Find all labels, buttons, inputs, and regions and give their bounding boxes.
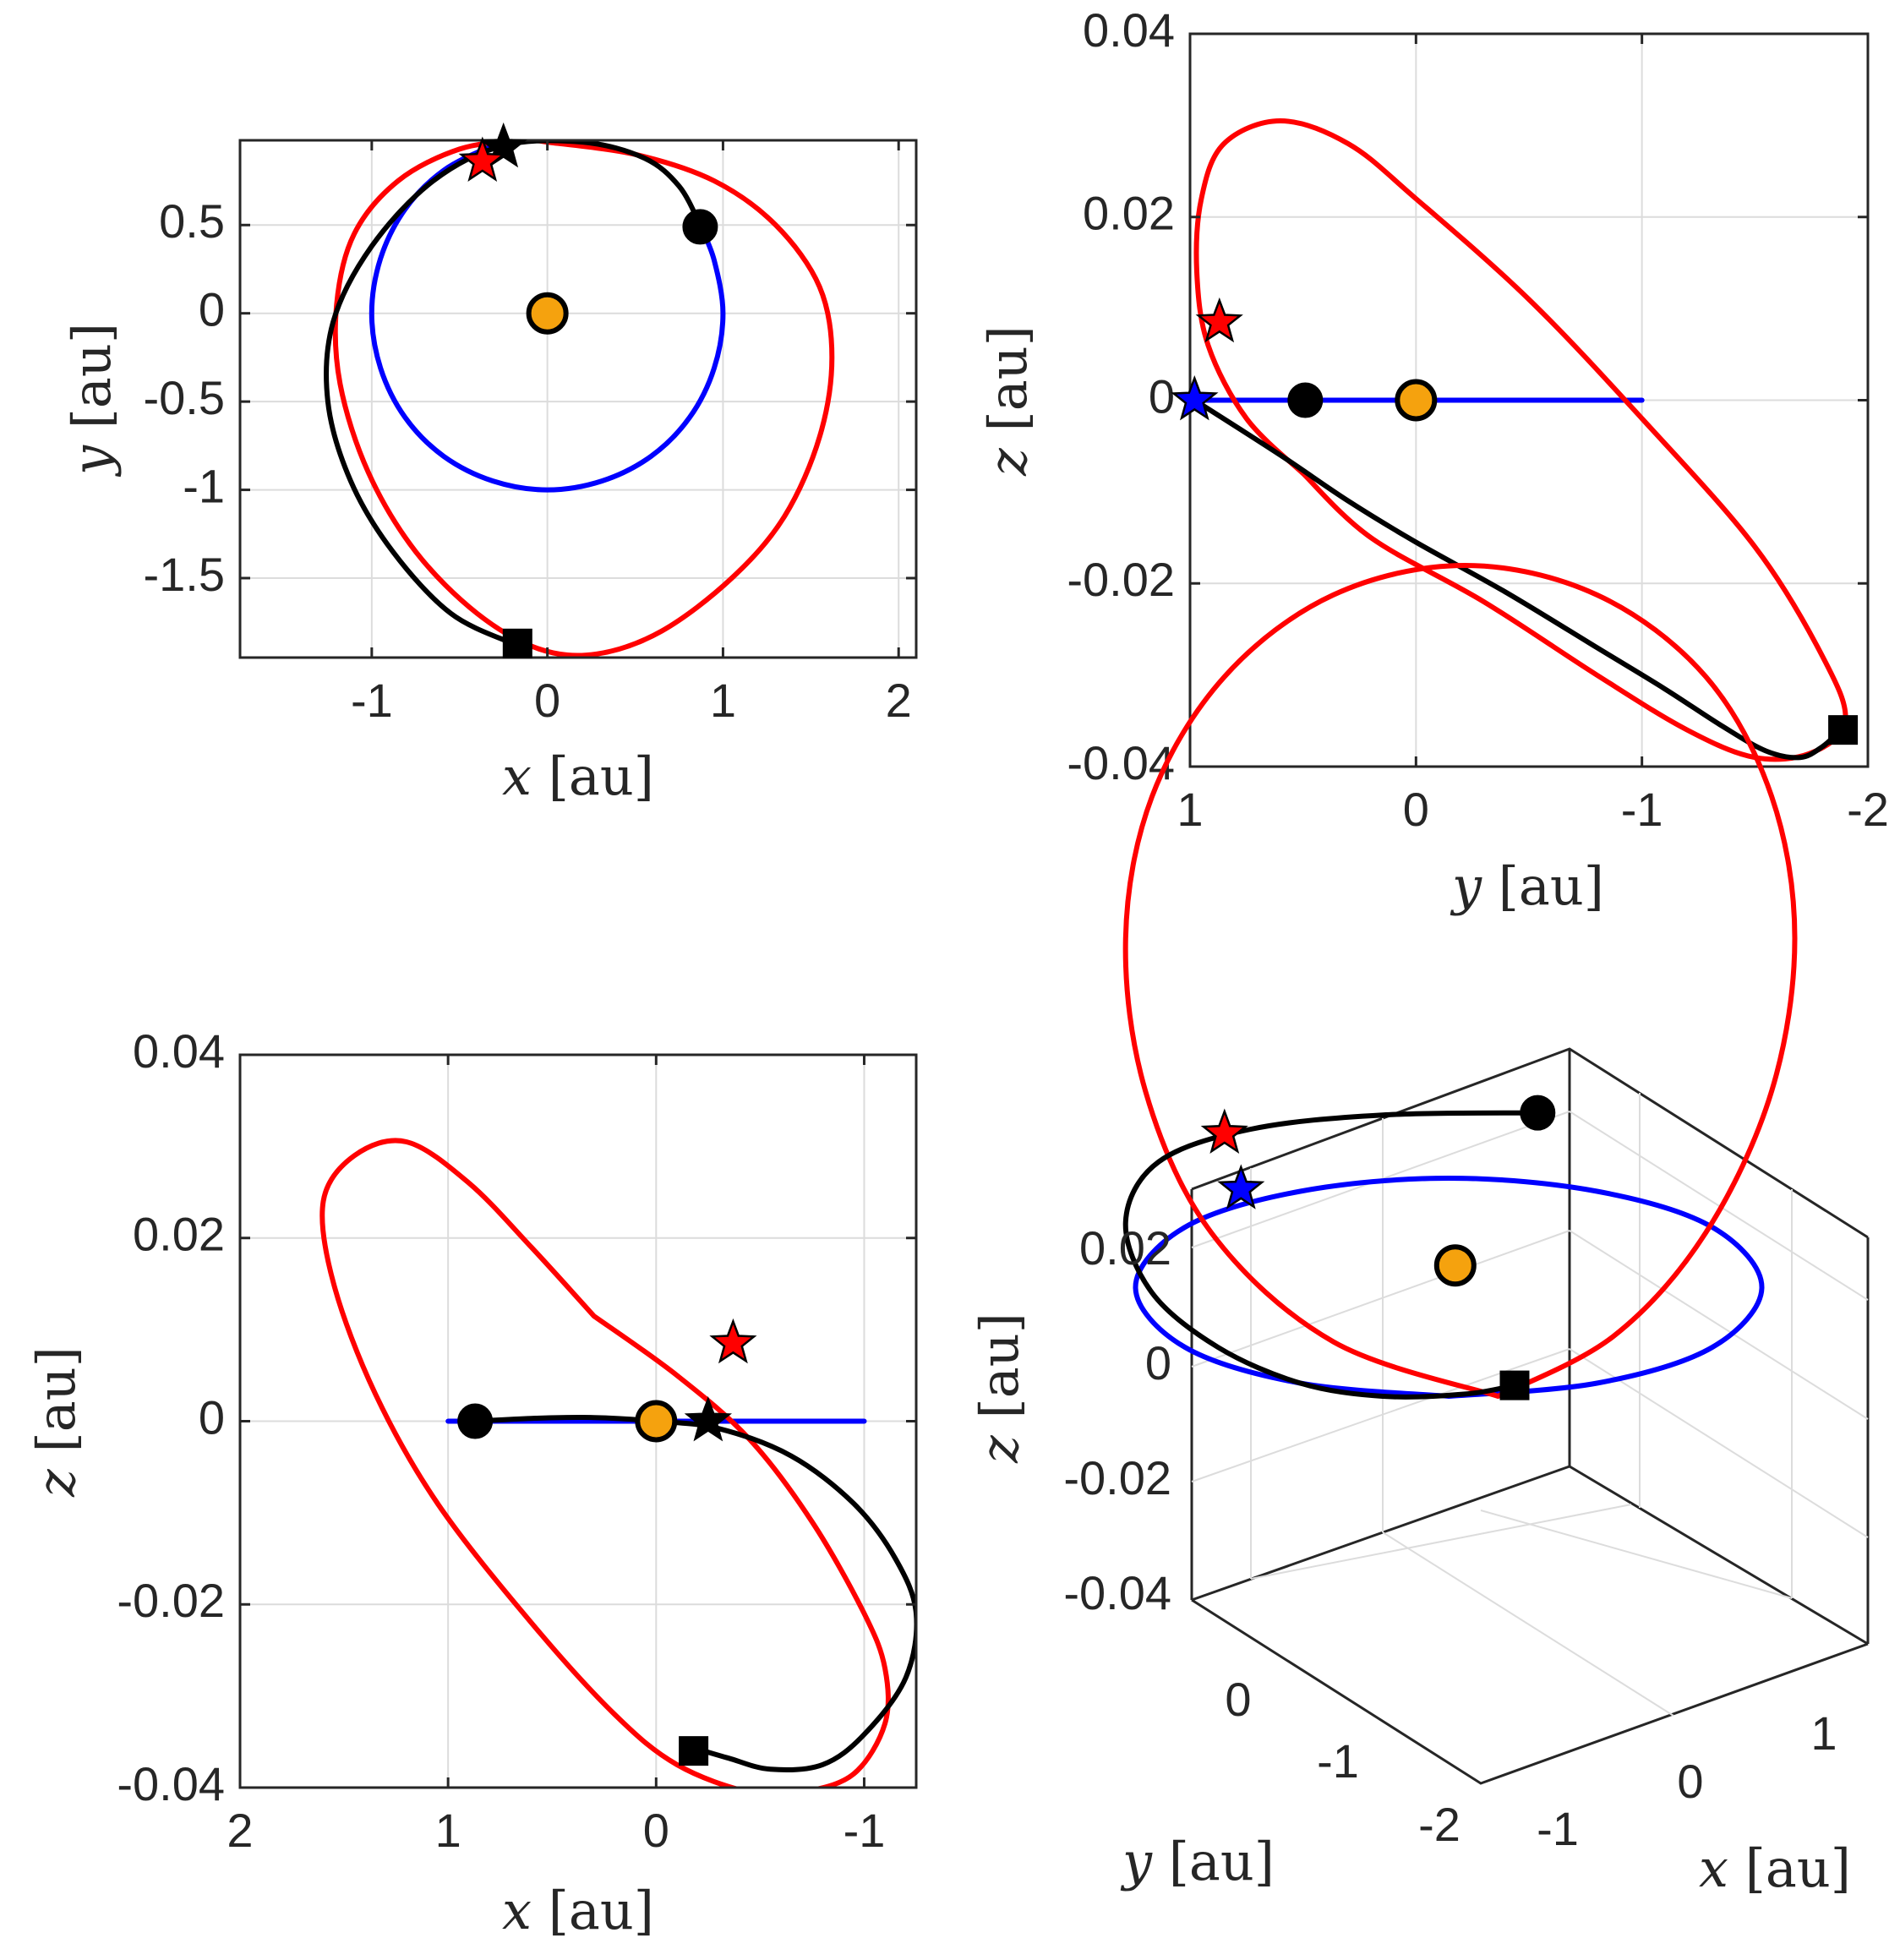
x-tick-label: -1 [1621,783,1663,836]
red-orbit-line [1193,118,1848,762]
red-orbit-line [1122,563,1798,1399]
sun-marker [526,292,569,335]
x-tick-label: 0 [643,1804,669,1857]
y-tick-label: 0.04 [1083,3,1175,57]
start-marker [1287,382,1324,418]
ztick-label: 0 [1145,1336,1171,1389]
y-tick-label: 0 [1149,369,1175,423]
x-tick-label: 2 [886,674,912,727]
plot-area-3d [1122,563,1798,1400]
box-floor-back [1191,1465,1869,1646]
end-square-marker [502,628,532,658]
sun-marker [1395,379,1438,422]
ztick-label: -0.02 [1063,1451,1171,1504]
y-tick-label: 0 [199,1390,225,1444]
end-square-marker [679,1736,709,1766]
x-tick-label: 2 [227,1804,253,1857]
plot-area-xy [324,140,835,658]
start-marker [1520,1095,1556,1131]
panel-xy: -1 0 1 2 -1.5 -1 -0.5 0 0.5 x [au] y [au] [61,122,918,807]
y-axis-label-xz: z [au] [25,1346,87,1498]
y-axis-label-xy: y [au] [61,323,123,478]
black-trajectory-line [324,140,703,647]
end-square-marker [1499,1370,1530,1400]
ytick-label: 0 [1225,1673,1251,1726]
ticks-3d: 0.02 0 -0.02 -0.04 0 -1 -2 -1 0 1 [1063,1221,1837,1855]
x-tick-label: 1 [710,674,736,727]
star-marker [458,136,506,182]
sun-marker [635,1400,678,1443]
ztick-label: 0.02 [1079,1221,1171,1275]
xtick-label: -1 [1537,1802,1579,1855]
box-floor-front [1191,1598,1869,1785]
x-tick-label: 1 [435,1804,461,1857]
x-tick-label: 1 [1177,783,1203,836]
xtick-label: 0 [1677,1755,1703,1808]
y-tick-label: 0.02 [133,1208,225,1261]
y-tick-label: -0.5 [144,371,226,424]
star-marker [709,1318,757,1364]
y-tick-label: -1 [183,459,225,512]
y-tick-label: -0.04 [117,1757,225,1810]
ztick-label: -0.04 [1063,1566,1171,1619]
box-back-top-edges [1191,1047,1869,1239]
red-orbit-line [319,1138,891,1788]
x-tick-label: 0 [534,674,560,727]
y-axis-label-yz: z [au] [977,325,1039,477]
red-orbit-line [332,140,835,658]
ytick-label: -1 [1317,1734,1359,1788]
panel-xz: 2 1 0 -1 -0.04 -0.02 0 0.02 0.04 x [au] z [au] [25,1024,918,1941]
star-marker [684,1395,733,1442]
start-marker [457,1403,494,1439]
ticks-xz: 2 1 0 -1 -0.04 -0.02 0 0.02 0.04 [117,1024,916,1857]
star-marker [1171,374,1219,421]
end-square-marker [1828,715,1859,745]
x-tick-label: -2 [1847,783,1889,836]
y-tick-label: 0.5 [159,194,225,248]
star-marker [1217,1164,1265,1209]
box-3d [1190,1047,1870,1785]
y-tick-label: 0.04 [133,1024,225,1078]
y-tick-label: 0 [199,282,225,336]
black-trajectory-line [472,1415,916,1772]
axes-frame-xy [238,139,918,659]
blue-orbit-line [1133,1176,1765,1399]
grid-3d [1191,1093,1869,1717]
y-tick-label: 0.02 [1083,187,1175,240]
sun-marker [1433,1244,1477,1287]
x-axis-label-xy: x [au] [502,745,654,807]
panel-3d: 0.02 0 -0.02 -0.04 0 -1 -2 -1 0 1 y [au]… [969,563,1870,1899]
z-axis-label-3d: z [au] [969,1313,1030,1464]
star-marker [1195,297,1243,343]
ticks-xy: -1 0 1 2 -1.5 -1 -0.5 0 0.5 [144,140,916,727]
y-axis-label-3d: y [au] [1120,1831,1275,1892]
markers [1171,297,1859,745]
xtick-label: 1 [1810,1706,1837,1760]
ytick-label: -2 [1418,1798,1460,1851]
black-trajectory-line [1192,397,1843,761]
markers [457,1318,757,1766]
markers [458,122,718,658]
y-tick-label: -0.02 [117,1574,225,1627]
x-tick-label: -1 [351,674,393,727]
y-tick-label: -1.5 [144,548,226,601]
black-trajectory-line [1122,1110,1541,1400]
x-axis-label-yz: y [au] [1450,855,1604,917]
star-marker [1200,1108,1248,1154]
start-marker [682,209,718,245]
x-tick-label: -1 [844,1804,886,1857]
y-tick-label: -0.02 [1067,553,1175,606]
x-tick-label: 0 [1403,783,1429,836]
x-axis-label-xz: x [au] [502,1880,654,1941]
x-axis-label-3d: x [au] [1699,1837,1851,1899]
star-marker [479,122,527,168]
